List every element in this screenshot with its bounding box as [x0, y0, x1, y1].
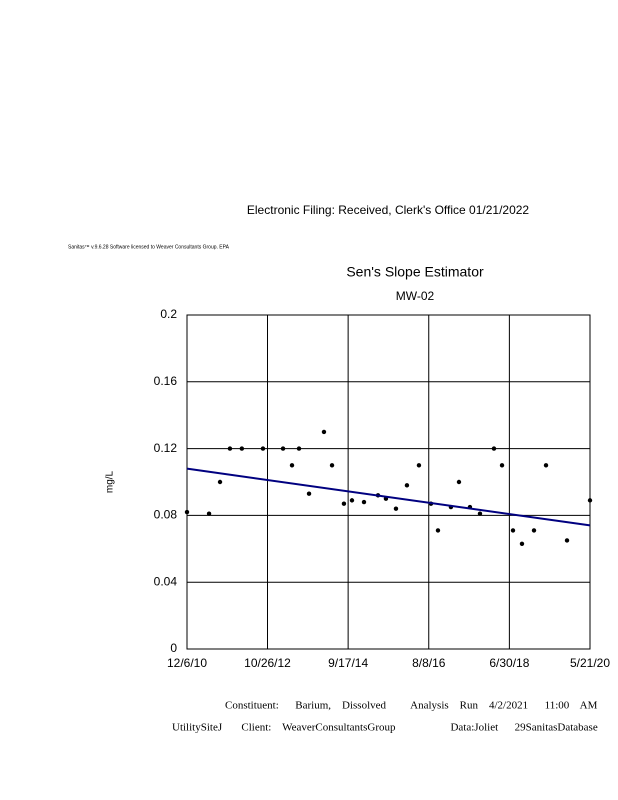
x-tick-label: 9/17/14	[328, 656, 368, 670]
data-point	[393, 506, 399, 511]
data-point	[289, 463, 295, 468]
x-tick-label: 10/26/12	[244, 656, 291, 670]
data-point	[239, 446, 245, 451]
data-point	[306, 491, 312, 496]
data-point	[499, 463, 505, 468]
footer-line: Constituent: Barium, Dissolved Analysis …	[225, 700, 598, 712]
data-point	[477, 511, 483, 516]
y-tick-label: 0	[170, 641, 177, 655]
data-point	[491, 446, 497, 451]
y-tick-label: 0.08	[154, 508, 178, 522]
y-tick-label: 0.16	[154, 374, 178, 388]
data-point	[404, 483, 410, 488]
y-tick-label: 0.12	[154, 441, 178, 455]
data-point	[321, 429, 327, 435]
data-point	[510, 528, 516, 533]
data-point	[416, 463, 422, 468]
trend-line	[186, 467, 591, 527]
x-tick-label: 5/21/20	[570, 656, 610, 670]
data-point	[329, 463, 335, 468]
y-tick-label: 0.2	[160, 307, 177, 321]
data-point	[519, 541, 525, 546]
data-point	[217, 479, 223, 485]
data-point	[260, 446, 266, 451]
data-point	[227, 446, 233, 451]
data-point	[456, 479, 462, 485]
x-tick-label: 8/8/16	[412, 656, 446, 670]
chart-title: Sen's Slope Estimator	[346, 264, 484, 280]
x-tick-label: 12/6/10	[167, 656, 207, 670]
data-point	[206, 511, 212, 516]
plot-frame	[186, 314, 591, 650]
data-point	[184, 509, 190, 515]
data-point	[361, 499, 367, 505]
y-axis-label: mg/L	[105, 470, 116, 493]
license-note: Sanitas™ v.9.6.28 Software licensed to W…	[68, 244, 230, 250]
filing-stamp: Electronic Filing: Received, Clerk's Off…	[247, 203, 530, 217]
data-point	[280, 446, 286, 451]
data-point	[341, 501, 347, 506]
data-point	[564, 538, 570, 543]
data-point	[435, 528, 441, 533]
y-tick-label: 0.04	[154, 574, 178, 588]
data-point	[587, 498, 593, 503]
data-point	[543, 463, 549, 468]
data-point	[349, 498, 355, 503]
x-tick-label: 6/30/18	[489, 656, 529, 670]
data-point	[296, 446, 302, 451]
footer-line: UtilitySiteJ Client: WeaverConsultantsGr…	[172, 722, 598, 734]
data-point	[531, 528, 537, 533]
chart-subtitle: MW-02	[396, 289, 435, 303]
